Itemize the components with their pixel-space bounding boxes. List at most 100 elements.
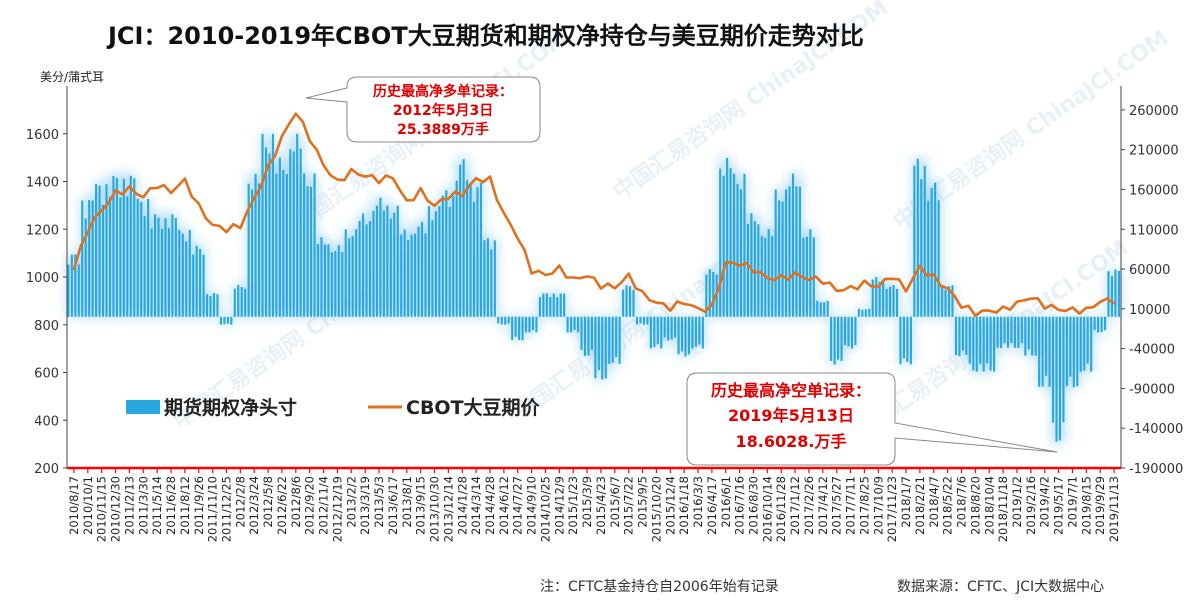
bar — [691, 316, 704, 349]
bar-stripe — [961, 316, 964, 351]
bar-stripe — [684, 316, 687, 357]
x-tick-label: 2012/12/19 — [330, 476, 344, 542]
price-point — [225, 231, 228, 233]
x-tick-label: 2012/5/8 — [261, 476, 275, 528]
bar-stripe — [857, 308, 860, 317]
bar — [414, 221, 427, 317]
x-tick-label: 2015/10/20 — [649, 476, 663, 542]
bar-glow — [996, 316, 1011, 349]
bar — [1024, 316, 1037, 356]
bar-stripe — [909, 316, 912, 365]
price-point — [1057, 309, 1060, 311]
bar-glow — [302, 173, 317, 317]
price-point — [960, 306, 963, 309]
bar-stripe — [160, 228, 164, 317]
bar-stripe — [1055, 316, 1058, 442]
chart-title: JCI：2010-2019年CBOT大豆期货和期权净持仓与美豆期价走势对比 — [106, 22, 864, 50]
bar-stripe — [649, 316, 652, 349]
right-tick-label: 60000 — [1129, 263, 1170, 278]
bar-glow — [885, 284, 900, 317]
bar-stripe — [219, 316, 223, 325]
x-tick-label: 2015/1/23 — [566, 476, 580, 535]
bar-stripe — [355, 229, 358, 317]
bar-stripe — [237, 285, 240, 317]
bar — [1065, 316, 1079, 388]
price-point — [447, 198, 450, 200]
bar — [1010, 316, 1023, 348]
bar-glow — [566, 316, 581, 333]
bar-stripe — [445, 190, 448, 317]
x-tick-label: 2015/9/5 — [636, 476, 650, 528]
price-point — [267, 164, 269, 167]
bar-stripe — [192, 254, 195, 317]
bar-stripe — [916, 158, 919, 317]
x-tick-label: 2013/12/14 — [441, 476, 455, 542]
bar-stripe — [327, 244, 330, 317]
bar-stripe — [570, 316, 573, 333]
bar-stripe — [573, 316, 576, 330]
bar-stripe — [632, 289, 635, 317]
price-point — [433, 204, 436, 207]
bar-stripe — [178, 229, 181, 317]
price-point — [239, 227, 242, 229]
bar-glow — [344, 229, 359, 317]
price-point — [988, 309, 991, 312]
bar-glow — [649, 316, 664, 349]
bar-stripe — [431, 220, 434, 317]
bar-glow-layer — [67, 133, 1121, 445]
bar-stripe — [701, 316, 704, 349]
bar-stripe — [1093, 316, 1096, 331]
x-tick-label: 2018/11/18 — [996, 476, 1010, 542]
bar — [95, 184, 108, 317]
bar-stripe — [150, 228, 153, 317]
bar-stripe — [320, 237, 323, 317]
bar-glow — [330, 245, 345, 317]
bar-stripe — [1013, 316, 1016, 348]
bar — [941, 285, 954, 317]
bar-stripe — [843, 316, 847, 346]
bar-stripe — [746, 223, 750, 317]
bar-stripe — [1086, 316, 1089, 364]
price-point — [1085, 307, 1088, 309]
bar-stripe — [230, 316, 233, 325]
plot-area: 200 400 600 800 1000 1200 1400 1600 -190000 -1400… — [26, 86, 1183, 542]
bar-stripe — [226, 316, 229, 324]
bar-glow — [1065, 316, 1080, 389]
x-tick-label: 2019/9/29 — [1093, 476, 1107, 535]
bar-stripe — [930, 187, 933, 317]
bar-stripe — [500, 316, 503, 325]
x-tick-label: 2015/7/22 — [622, 476, 636, 535]
bar-stripe — [618, 316, 621, 364]
bar-glow — [691, 316, 705, 349]
bar-stripe — [791, 173, 795, 317]
bar-stripe — [691, 316, 694, 349]
bar-stripe — [878, 281, 881, 317]
bar-stripe — [732, 173, 736, 317]
bar-stripe — [1048, 316, 1051, 387]
bar — [247, 173, 261, 317]
x-tick-label: 2013/10/30 — [428, 476, 442, 542]
bar-stripe — [597, 316, 600, 371]
bar-stripe — [646, 316, 649, 325]
bar-stripe — [105, 184, 108, 317]
bar-stripe — [372, 210, 375, 317]
bar-glow — [815, 300, 830, 317]
price-point — [184, 177, 186, 180]
bar-stripe — [171, 214, 174, 317]
bar-stripe — [1114, 269, 1117, 317]
bar-stripe — [882, 279, 885, 317]
bar-stripe — [1020, 316, 1023, 344]
bar — [1038, 316, 1051, 387]
bar-stripe — [954, 316, 958, 356]
bar-stripe — [999, 316, 1003, 349]
x-tick-label: 2016/6/1 — [719, 476, 733, 528]
bar-stripe — [563, 293, 566, 317]
bar-stripe — [608, 316, 611, 364]
bar-glow — [802, 229, 816, 317]
bar-stripe — [739, 189, 743, 317]
right-tick-label: -90000 — [1129, 382, 1175, 397]
bar-stripe — [195, 245, 198, 317]
legend-label-line: CBOT大豆期价 — [406, 396, 541, 419]
bar-stripe — [836, 316, 840, 360]
bar — [303, 173, 316, 317]
